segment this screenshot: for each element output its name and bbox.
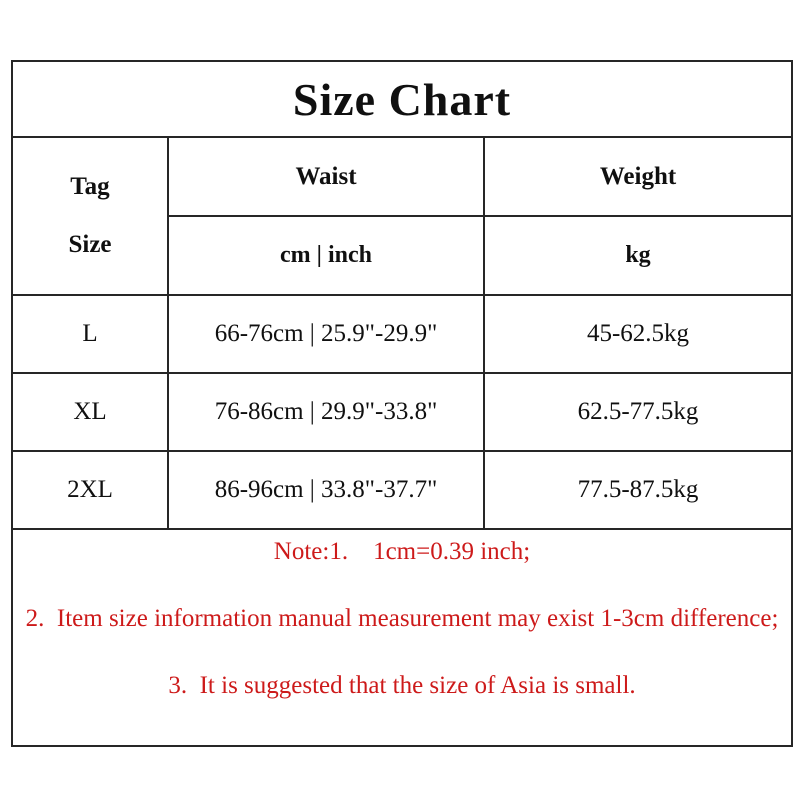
size-label: Size [68,231,112,258]
size-value: XL [11,372,169,452]
notes-section: Note:1. 1cm=0.39 inch; 2. Item size info… [10,528,794,747]
weight-value: 45-62.5kg [482,294,794,374]
tag-size-stack: Tag Size [13,173,167,259]
size-chart-table: Size Chart Tag Size Waist Weight cm | in… [10,60,794,747]
header-row-units: cm | inch kg [12,215,794,296]
weight-value: 77.5-87.5kg [482,450,794,530]
tag-label: Tag [70,173,110,200]
note-1: Note:1. 1cm=0.39 inch; [273,538,531,565]
weight-value: 62.5-77.5kg [482,372,794,452]
table-row-xl: XL 76-86cm | 29.9"-33.8" 62.5-77.5kg [11,372,794,452]
table-row-l: L 66-76cm | 25.9"-29.9" 45-62.5kg [11,294,794,374]
note-2: 2. Item size information manual measurem… [25,605,779,632]
waist-value: 86-96cm | 33.8"-37.7" [167,450,485,530]
column-header-waist: Waist [167,136,485,217]
header-row-labels: Tag Size Waist Weight [11,136,794,296]
column-header-weight: Weight [482,136,794,217]
waist-value: 76-86cm | 29.9"-33.8" [167,372,485,452]
size-value: L [11,294,169,374]
notes-row: Note:1. 1cm=0.39 inch; 2. Item size info… [10,528,794,747]
waist-value: 66-76cm | 25.9"-29.9" [167,294,485,374]
title-row: Size Chart [10,60,794,138]
size-value: 2XL [11,450,169,530]
column-header-tag-size: Tag Size [11,136,169,296]
waist-unit-label: cm | inch [167,215,485,296]
weight-unit-label: kg [482,215,794,296]
table-row-2xl: 2XL 86-96cm | 33.8"-37.7" 77.5-87.5kg [11,450,794,530]
page-title: Size Chart [10,60,794,138]
note-3: 3. It is suggested that the size of Asia… [168,672,636,699]
